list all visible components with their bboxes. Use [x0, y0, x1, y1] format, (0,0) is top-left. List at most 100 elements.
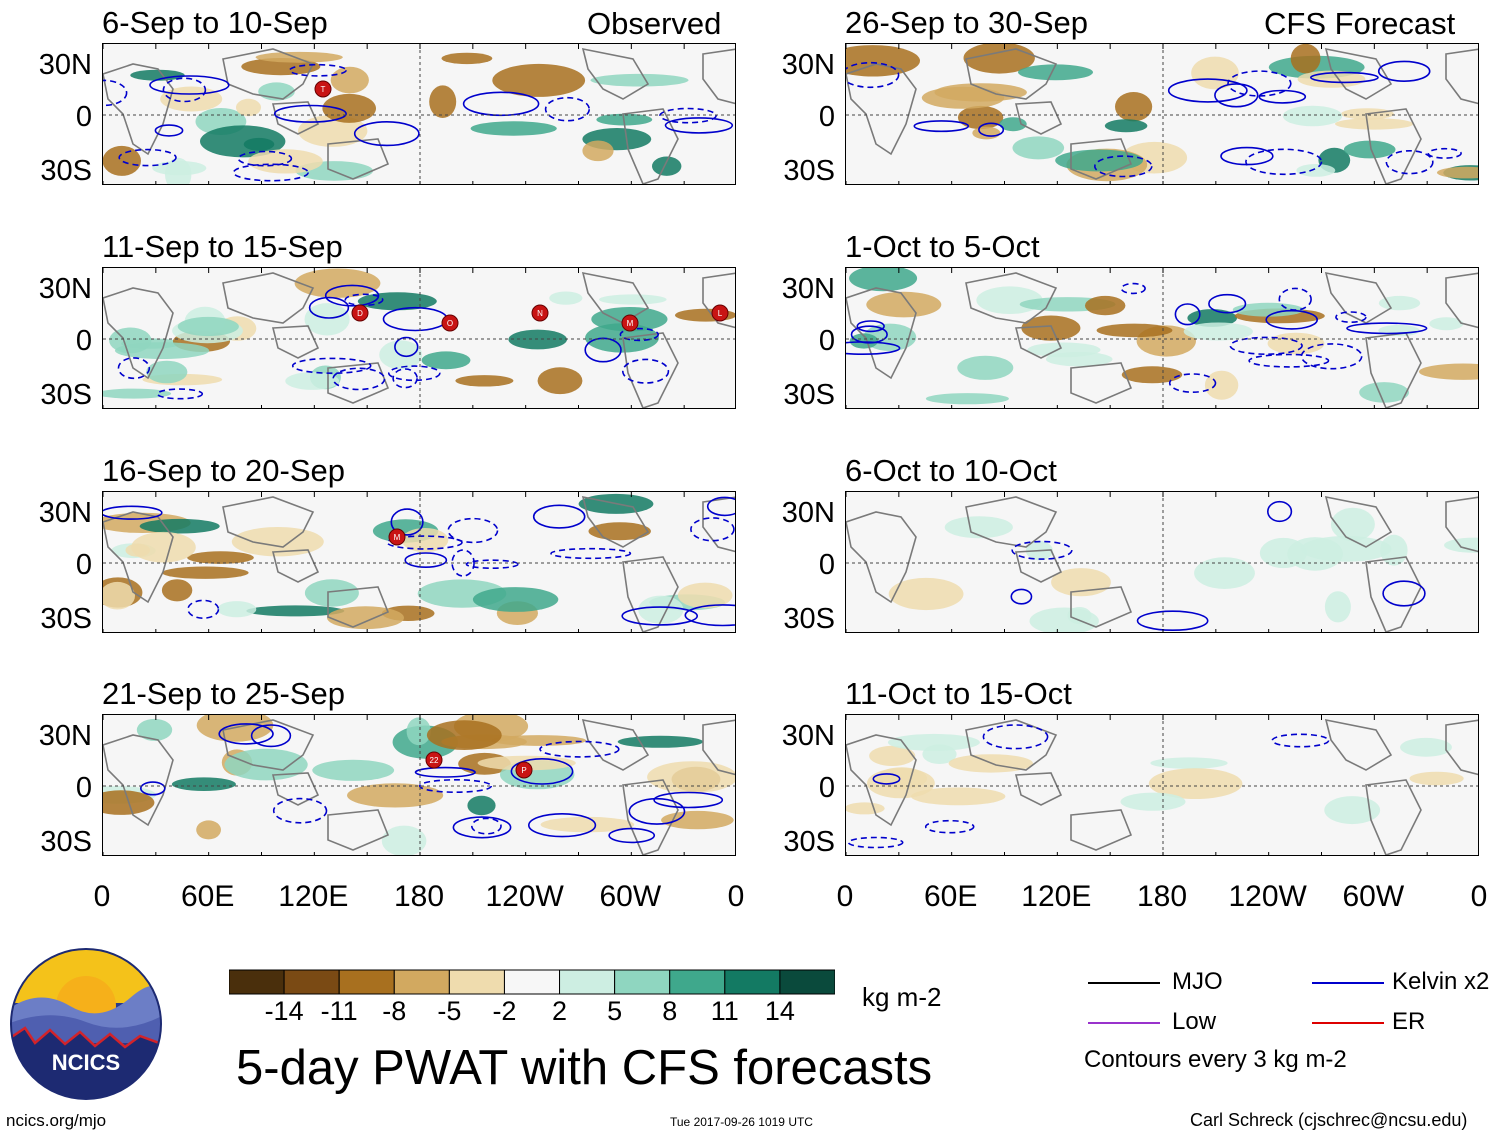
anomaly-blob — [236, 98, 261, 117]
anomaly-blob — [1150, 757, 1228, 769]
coastline — [581, 718, 650, 771]
kelvin-contour — [353, 120, 420, 147]
anomaly-blob — [866, 291, 942, 318]
anomaly-blob — [330, 66, 369, 94]
pwat-map — [845, 267, 1479, 409]
lat-label: 30S — [40, 379, 92, 411]
anomaly-blob — [1045, 352, 1113, 367]
kelvin-contour — [149, 75, 230, 95]
anomaly-blob — [1343, 140, 1396, 159]
kelvin-contour — [872, 773, 901, 785]
storm-label: O — [447, 319, 453, 328]
anomaly-blob — [103, 581, 135, 610]
kelvin-contour — [156, 388, 204, 400]
anomaly-blob — [638, 595, 684, 624]
kelvin-contour — [856, 320, 885, 333]
kelvin-contour — [382, 306, 448, 332]
colorbar — [228, 969, 836, 1000]
colorbar-swatch — [559, 969, 616, 995]
kelvin-contour — [187, 599, 220, 620]
kelvin-contour — [850, 325, 888, 344]
anomaly-blob — [888, 577, 964, 611]
anomaly-blob — [304, 579, 359, 607]
colorbar-label: 11 — [710, 996, 739, 1026]
kelvin-contour — [664, 117, 734, 134]
coastline — [622, 332, 679, 408]
footer-url[interactable]: ncics.org/mjo — [6, 1111, 107, 1130]
colorbar-label: -14 — [264, 996, 304, 1026]
kelvin-contour — [273, 104, 347, 123]
pwat-map: D O N M L — [102, 267, 736, 409]
kelvin-contour — [103, 79, 128, 107]
panel-title: 16-Sep to 20-Sep — [102, 453, 346, 488]
anomaly-blob — [441, 52, 493, 65]
panel-title: 26-Sep to 30-Sep — [845, 5, 1089, 40]
storm-label: M — [627, 319, 634, 328]
anomaly-blob — [162, 566, 249, 579]
storm-marker: N — [531, 304, 549, 322]
kelvin-contour — [291, 357, 372, 375]
storm-marker: O — [441, 314, 459, 332]
kelvin-contour — [1167, 78, 1248, 103]
forecast-lon-label: 60E — [923, 880, 978, 913]
anomaly-blob — [537, 367, 583, 395]
lat-label: 30N — [781, 497, 835, 529]
kelvin-contour — [447, 517, 499, 544]
kelvin-contour — [154, 124, 184, 137]
colorbar-label: -8 — [382, 996, 407, 1026]
lat-label: 0 — [75, 549, 92, 581]
kelvin-contour — [621, 358, 670, 384]
lat-label: 30S — [40, 155, 92, 187]
anomaly-blob — [171, 777, 236, 791]
kelvin-contour — [1010, 588, 1033, 605]
anomaly-blob — [849, 333, 879, 349]
observed-lon-label: 120W — [485, 880, 564, 913]
anomaly-blob — [455, 375, 514, 387]
coastline — [1014, 772, 1063, 806]
forecast-lon-label: 60W — [1342, 880, 1405, 913]
ncics-logo: NCICS — [10, 948, 162, 1100]
kelvin-contour — [690, 517, 735, 542]
anomaly-blob — [1335, 118, 1414, 130]
observed-lon-label: 0 — [727, 880, 745, 913]
coastline — [1070, 362, 1133, 404]
anomaly-blob — [582, 140, 614, 162]
anomaly-blob — [304, 303, 350, 336]
lat-label: 0 — [818, 772, 835, 804]
anomaly-blob — [294, 268, 381, 298]
anomaly-blob — [285, 372, 340, 390]
storm-marker: 22 — [425, 751, 443, 769]
kelvin-contour — [465, 559, 519, 569]
panel-title: 6-Sep to 10-Sep — [102, 5, 328, 40]
coastline — [271, 549, 320, 583]
kelvin-contour — [414, 766, 476, 778]
kelvin-contour — [1136, 610, 1209, 631]
observed-label: Observed — [587, 6, 722, 41]
colorbar-label: 8 — [662, 996, 678, 1026]
kelvin-contour — [139, 781, 166, 796]
coastline — [1445, 48, 1478, 105]
kelvin-contour — [462, 91, 540, 117]
anomaly-blob — [661, 810, 734, 830]
kelvin-contour — [118, 148, 177, 167]
coastline — [1445, 719, 1478, 776]
anomaly-blob — [1204, 370, 1239, 400]
legend-mjo-label: MJO — [1172, 968, 1223, 995]
anomaly-blob — [549, 291, 583, 305]
coastline — [222, 48, 315, 100]
kelvin-contour — [387, 365, 441, 382]
anomaly-blob — [472, 587, 559, 612]
lat-label: 30N — [38, 49, 92, 81]
coastline — [622, 108, 679, 184]
anomaly-blob — [217, 601, 257, 618]
kelvin-contour — [452, 816, 512, 839]
legend-kelvin-label: Kelvin x2 — [1392, 968, 1490, 995]
lat-label: 30N — [38, 273, 92, 305]
kelvin-contour — [1265, 309, 1319, 330]
lat-label: 30S — [783, 603, 835, 635]
main-title: 5-day PWAT with CFS forecasts — [236, 1041, 933, 1095]
kelvin-contour — [1220, 146, 1274, 166]
kelvin-contour — [1309, 71, 1379, 84]
kelvin-contour — [117, 357, 151, 380]
kelvin-contour — [344, 293, 384, 307]
